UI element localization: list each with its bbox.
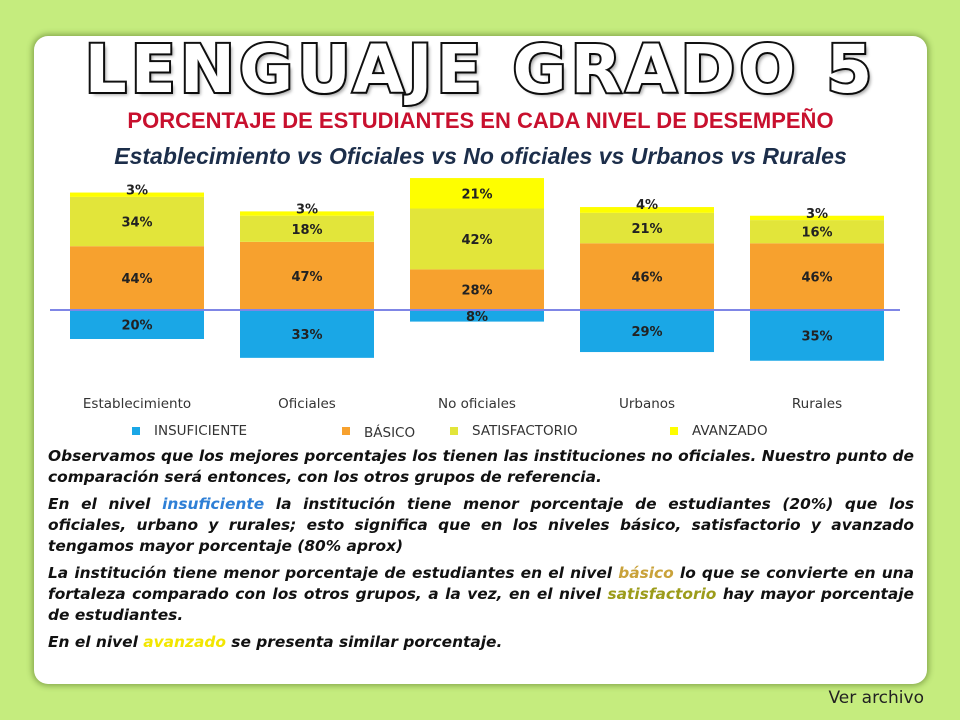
paragraph-1: Observamos que los mejores porcentajes l… (48, 446, 914, 488)
paragraph-4-text-a: En el nivel (48, 633, 144, 651)
data-label-avanzado-establecimiento: 3% (126, 184, 148, 199)
highlight-insuficiente: insuficiente (162, 495, 265, 513)
data-label-satisfactorio-urbanos: 21% (631, 222, 662, 237)
bar-avanzado-oficiales (240, 211, 374, 216)
legend-swatch-avanzado (670, 427, 678, 435)
paragraph-3-text-c: hay mayor porcentaje de estudiantes. (48, 585, 914, 624)
bar-basico-oficiales (240, 241, 374, 310)
paragraph-2-text-b: la institución tiene menor porcentaje de… (48, 495, 914, 555)
paragraph-1-text: Observamos que los mejores porcentajes l… (48, 447, 914, 486)
view-file-link[interactable]: Ver archivo (828, 688, 924, 708)
bar-basico-establecimiento (70, 246, 204, 310)
bar-insuficiente-rurales (750, 310, 884, 361)
legend-swatch-basico (342, 427, 350, 435)
data-label-satisfactorio-establecimiento: 34% (121, 216, 152, 231)
legend-label-insuficiente: INSUFICIENTE (154, 423, 247, 439)
paragraph-3-text-b: lo que se convierte en una fortaleza com… (48, 564, 914, 603)
bar-insuficiente-urbanos (580, 310, 714, 353)
data-label-insuficiente-oficiales: 33% (291, 328, 322, 343)
data-label-basico-oficiales: 47% (291, 270, 322, 285)
data-label-basico-establecimiento: 44% (121, 272, 152, 287)
bar-basico-no-oficiales (410, 269, 544, 310)
data-label-insuficiente-no-oficiales: 8% (466, 310, 488, 325)
paragraph-4: En el nivel avanzado se presenta similar… (48, 632, 914, 653)
legend-swatch-insuficiente (132, 427, 140, 435)
bar-insuficiente-establecimiento (70, 310, 204, 339)
legend-label-basico: BÁSICO (364, 424, 415, 441)
category-label-no-oficiales: No oficiales (438, 396, 516, 412)
data-label-basico-rurales: 46% (801, 271, 832, 286)
page-title: LENGUAJE GRADO 5 (83, 29, 877, 110)
bar-satisfactorio-establecimiento (70, 196, 204, 247)
bar-avanzado-establecimiento (70, 192, 204, 197)
bar-avanzado-no-oficiales (410, 178, 544, 209)
bar-satisfactorio-oficiales (240, 215, 374, 242)
analysis-text: Observamos que los mejores porcentajes l… (48, 446, 914, 659)
data-label-avanzado-rurales: 3% (806, 207, 828, 222)
legend-label-avanzado: AVANZADO (692, 423, 768, 439)
paragraph-3: La institución tiene menor porcentaje de… (48, 563, 914, 626)
data-label-satisfactorio-oficiales: 18% (291, 223, 322, 238)
bar-avanzado-rurales (750, 215, 884, 221)
data-label-basico-no-oficiales: 28% (461, 284, 492, 299)
stacked-bar-chart: 20% 44% 34% 3% Establecimiento 33% 47% 18% 3% Ofi… (50, 178, 900, 441)
bar-satisfactorio-no-oficiales (410, 208, 544, 270)
bar-insuficiente-oficiales (240, 310, 374, 358)
data-label-satisfactorio-rurales: 16% (801, 226, 832, 241)
category-label-rurales: Rurales (792, 396, 842, 412)
paragraph-2: En el nivel insuficiente la institución … (48, 494, 914, 557)
bar-basico-urbanos (580, 243, 714, 310)
data-label-satisfactorio-no-oficiales: 42% (461, 233, 492, 248)
paragraph-2-text-a: En el nivel (48, 495, 163, 513)
category-label-establecimiento: Establecimiento (83, 396, 191, 412)
bar-avanzado-urbanos (580, 207, 714, 213)
highlight-avanzado: avanzado (143, 633, 226, 651)
legend-label-satisfactorio: SATISFACTORIO (472, 423, 578, 439)
highlight-satisfactorio: satisfactorio (607, 585, 717, 603)
bar-insuficiente-no-oficiales (410, 310, 544, 322)
category-label-urbanos: Urbanos (619, 396, 675, 412)
legend-swatch-satisfactorio (450, 427, 458, 435)
data-label-insuficiente-rurales: 35% (801, 329, 832, 344)
paragraph-3-text-a: La institución tiene menor porcentaje de… (48, 564, 619, 582)
data-label-avanzado-no-oficiales: 21% (461, 187, 492, 202)
bar-satisfactorio-urbanos (580, 212, 714, 244)
data-label-basico-urbanos: 46% (631, 271, 662, 286)
category-label-oficiales: Oficiales (278, 396, 336, 412)
data-label-insuficiente-establecimiento: 20% (121, 319, 152, 334)
highlight-basico: básico (618, 564, 674, 582)
bar-satisfactorio-rurales (750, 220, 884, 244)
bar-basico-rurales (750, 243, 884, 310)
data-label-insuficiente-urbanos: 29% (631, 325, 662, 340)
data-label-avanzado-oficiales: 3% (296, 202, 318, 217)
comparison-subtitle: Establecimiento vs Oficiales vs No ofici… (114, 143, 847, 169)
chart-subtitle: PORCENTAJE DE ESTUDIANTES EN CADA NIVEL … (127, 108, 834, 133)
data-label-avanzado-urbanos: 4% (636, 198, 658, 213)
paragraph-4-text-b: se presenta similar porcentaje. (225, 633, 503, 651)
